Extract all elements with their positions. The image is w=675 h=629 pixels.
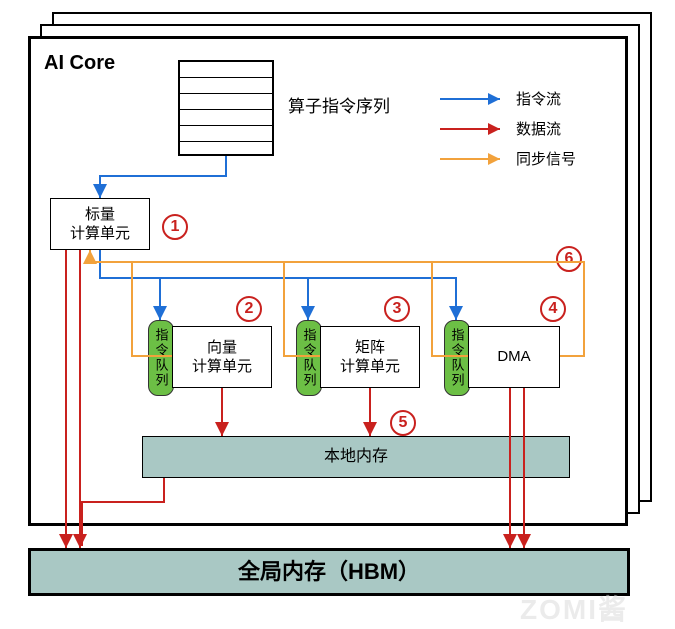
legend-data: 数据流 <box>440 118 561 139</box>
circ-6: 6 <box>556 246 582 272</box>
circ-4: 4 <box>540 296 566 322</box>
ai-core-title: AI Core <box>44 52 115 75</box>
local-memory: 本地内存 <box>142 436 570 478</box>
legend-sync-label: 同步信号 <box>516 148 576 169</box>
vector-unit: 向量 计算单元 <box>172 326 272 388</box>
dma-unit: DMA <box>468 326 560 388</box>
circ-3: 3 <box>384 296 410 322</box>
instr-seq-label: 算子指令序列 <box>288 92 390 117</box>
instr-seq-box <box>178 60 274 156</box>
circ-5: 5 <box>390 410 416 436</box>
legend-sync: 同步信号 <box>440 148 576 169</box>
legend-instr: 指令流 <box>440 88 561 109</box>
queue-vector: 指令队列 <box>148 320 174 396</box>
queue-dma: 指令队列 <box>444 320 470 396</box>
queue-matrix: 指令队列 <box>296 320 322 396</box>
legend-data-label: 数据流 <box>516 118 561 139</box>
circ-1: 1 <box>162 214 188 240</box>
circ-2: 2 <box>236 296 262 322</box>
matrix-unit: 矩阵 计算单元 <box>320 326 420 388</box>
watermark: ZOMI酱 <box>520 588 628 628</box>
scalar-unit: 标量 计算单元 <box>50 198 150 250</box>
diagram-stage: AI Core 算子指令序列 指令流 数据流 同步信号 标量 计算单元 指令队列… <box>0 0 675 629</box>
legend-instr-label: 指令流 <box>516 88 561 109</box>
